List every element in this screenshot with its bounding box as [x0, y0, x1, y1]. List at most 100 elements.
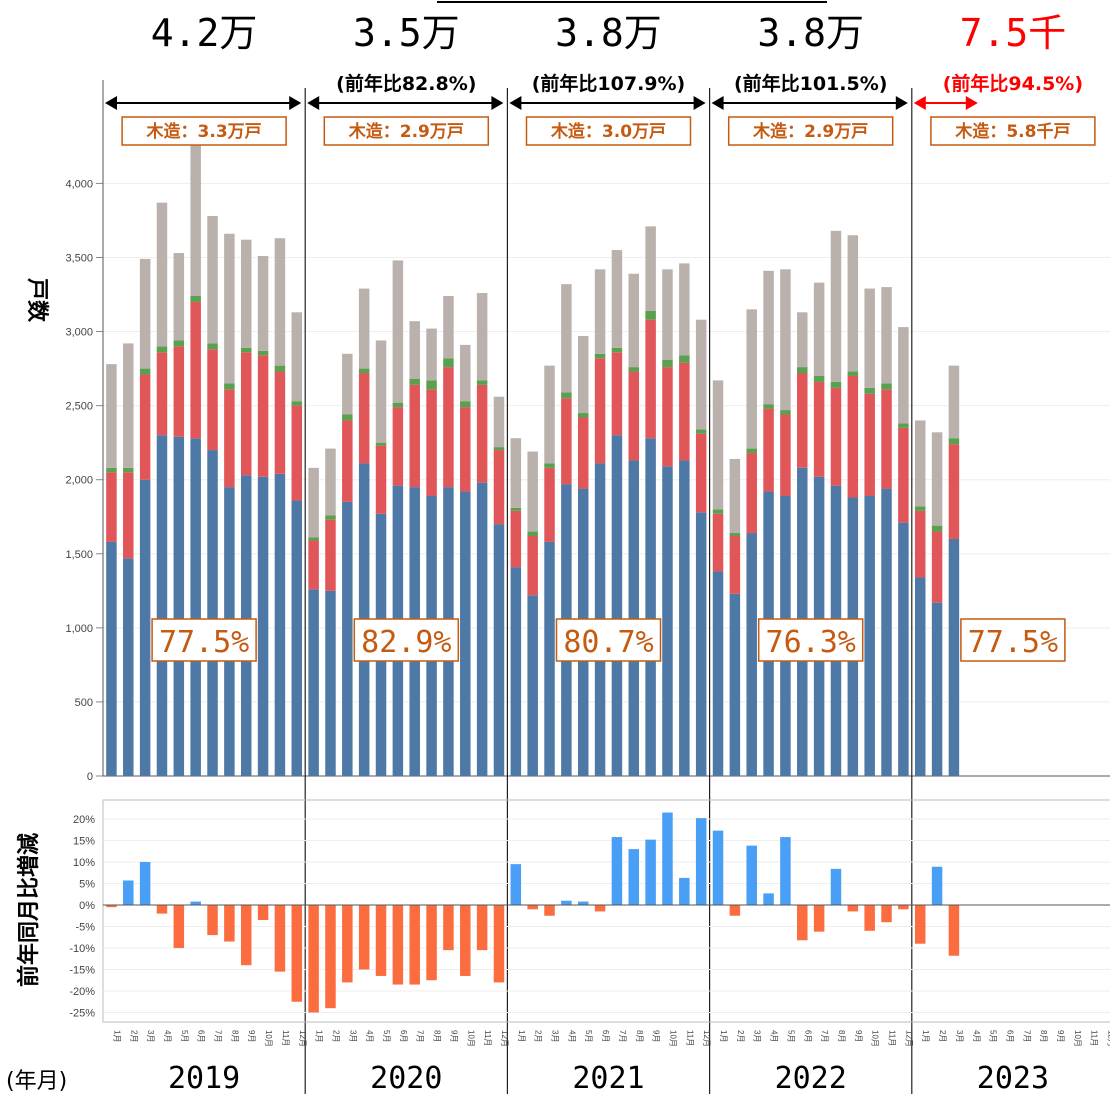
- bar-segment-red: [190, 301, 201, 439]
- bar-segment-green: [746, 448, 757, 454]
- month-tick-label: 9月: [854, 1030, 863, 1042]
- bar-segment-green: [460, 401, 471, 408]
- month-tick-label: 12月: [298, 1030, 307, 1047]
- bar-segment-green: [342, 414, 353, 421]
- bar-segment-blue: [291, 500, 303, 776]
- bar-segment-blue: [106, 541, 117, 776]
- yoy-bar-negative: [847, 905, 859, 912]
- bar-segment-green: [662, 359, 673, 368]
- bar-segment-green: [813, 375, 825, 382]
- bar-segment-green: [207, 343, 218, 350]
- month-tick-label: 5月: [786, 1030, 795, 1042]
- bar-segment-red: [577, 417, 589, 489]
- wood-share-box: [151, 618, 257, 662]
- yoy-bar-negative: [729, 905, 741, 916]
- yoy-bar-negative: [375, 905, 387, 976]
- y-tick-label: 1,000: [65, 623, 93, 635]
- bar-segment-red: [931, 531, 943, 603]
- yoy-panel-frame: [102, 799, 1110, 1023]
- bar-segment-gray: [864, 288, 875, 388]
- yoy-bar-positive: [123, 880, 134, 905]
- bar-segment-gray: [679, 263, 690, 356]
- annual-yoy: (前年比107.9%): [532, 72, 686, 95]
- bar-segment-gray: [325, 448, 336, 516]
- bar-segment-gray: [813, 282, 825, 376]
- bar-segment-blue: [746, 533, 757, 776]
- bar-segment-gray: [898, 327, 909, 424]
- bar-segment-green: [308, 537, 319, 541]
- year-label: 2021: [572, 1061, 644, 1094]
- bar-segment-gray: [426, 328, 437, 381]
- bar-segment-blue: [931, 602, 943, 776]
- arrow-head-left: [913, 96, 926, 110]
- month-tick-label: 11月: [1090, 1030, 1099, 1046]
- bar-segment-gray: [291, 312, 303, 402]
- arrow-head-right: [895, 96, 908, 110]
- wood-total-box: [525, 116, 692, 146]
- yoy-bar-positive: [611, 837, 623, 905]
- wood-share-box: [757, 618, 864, 662]
- bar-segment-red: [847, 375, 859, 498]
- bar-segment-gray: [611, 250, 623, 348]
- yoy-bar-positive: [561, 900, 572, 905]
- yoy-bar-negative: [308, 905, 319, 1013]
- arrow-head-right: [289, 96, 302, 110]
- month-tick-label: 2月: [129, 1030, 138, 1042]
- bar-segment-green: [797, 367, 808, 374]
- year-label: 2022: [775, 1061, 847, 1094]
- month-tick-label: 9月: [1056, 1030, 1065, 1042]
- bar-segment-gray: [358, 288, 370, 369]
- bar-segment-gray: [830, 230, 842, 382]
- month-tick-label: 6月: [399, 1030, 408, 1042]
- bar-segment-green: [173, 340, 185, 347]
- month-tick-label: 11月: [888, 1030, 897, 1046]
- month-tick-label: 10月: [466, 1030, 475, 1047]
- bar-segment-gray: [392, 260, 404, 403]
- month-tick-label: 6月: [803, 1030, 812, 1042]
- y-tick-label: 3,500: [65, 252, 93, 264]
- bar-segment-blue: [476, 482, 488, 776]
- bar-segment-red: [224, 389, 235, 488]
- bar-segment-blue: [510, 567, 522, 776]
- bar-segment-red: [291, 405, 303, 501]
- bar-segment-green: [139, 368, 151, 375]
- bar-segment-green: [257, 350, 269, 356]
- bar-segment-red: [662, 367, 673, 467]
- bar-segment-green: [375, 442, 387, 446]
- month-tick-label: 9月: [449, 1030, 458, 1042]
- wood-total: 木造：2.9万戸: [752, 121, 868, 142]
- bar-segment-red: [443, 367, 454, 488]
- bar-segment-gray: [561, 284, 572, 393]
- y-tick-label: 2,500: [65, 401, 93, 413]
- bar-segment-red: [308, 540, 319, 590]
- bar-segment-blue: [679, 460, 690, 776]
- bar-segment-gray: [527, 451, 538, 532]
- bar-segment-gray: [409, 321, 420, 379]
- wood-share: 77.5%: [159, 625, 249, 660]
- yoy-bar-positive: [190, 901, 201, 905]
- bar-segment-red: [628, 371, 640, 461]
- bar-segment-green: [864, 387, 875, 394]
- bar-segment-green: [409, 378, 420, 385]
- annual-total: 3.8万: [757, 11, 864, 55]
- bar-segment-red: [207, 349, 218, 451]
- bar-segment-blue: [611, 435, 623, 776]
- bar-segment-green: [123, 467, 134, 473]
- bar-segment-blue: [274, 473, 286, 776]
- bar-segment-red: [173, 346, 185, 437]
- bar-segment-blue: [712, 571, 724, 776]
- bar-segment-gray: [847, 235, 859, 372]
- bar-segment-gray: [577, 335, 589, 414]
- yoy-tick-label: -10%: [69, 943, 95, 955]
- month-tick-label: 3月: [753, 1030, 762, 1042]
- yoy-bar-negative: [257, 905, 269, 921]
- bar-segment-green: [780, 410, 791, 415]
- month-tick-label: 3月: [146, 1030, 155, 1042]
- bar-segment-blue: [493, 524, 505, 776]
- bar-segment-green: [898, 423, 909, 428]
- bar-segment-red: [797, 373, 808, 468]
- year-label: 2023: [977, 1061, 1049, 1094]
- bar-segment-green: [156, 346, 168, 353]
- yoy-bar-negative: [358, 905, 370, 970]
